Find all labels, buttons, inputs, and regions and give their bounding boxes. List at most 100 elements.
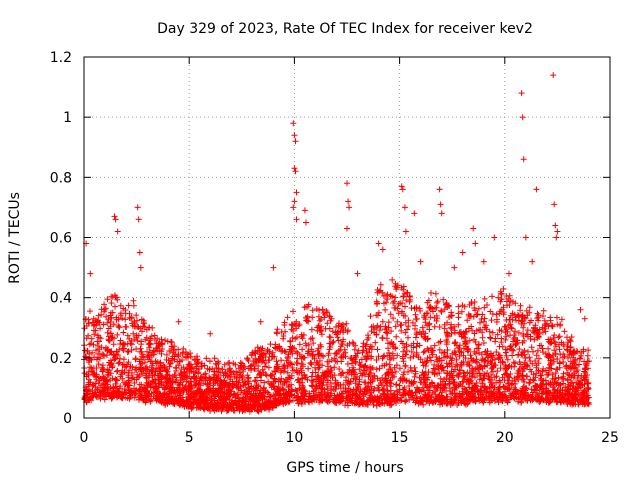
data-point bbox=[543, 381, 550, 388]
data-point bbox=[459, 378, 466, 385]
data-point bbox=[345, 198, 352, 205]
data-point bbox=[405, 389, 412, 396]
data-point bbox=[520, 324, 527, 331]
data-point bbox=[573, 379, 580, 386]
data-point bbox=[392, 345, 399, 352]
data-point bbox=[344, 180, 350, 187]
data-point bbox=[362, 385, 369, 392]
data-point bbox=[158, 336, 165, 343]
data-point bbox=[164, 375, 171, 382]
data-point bbox=[116, 359, 123, 366]
data-point bbox=[335, 337, 342, 344]
data-point bbox=[417, 307, 424, 314]
data-point bbox=[242, 398, 249, 405]
data-point bbox=[93, 347, 99, 354]
data-point bbox=[399, 300, 406, 307]
data-point bbox=[288, 372, 295, 379]
data-point bbox=[379, 335, 386, 342]
data-point bbox=[117, 393, 124, 400]
data-point bbox=[524, 397, 531, 404]
data-point bbox=[438, 395, 445, 402]
data-point bbox=[424, 336, 431, 343]
data-point bbox=[318, 375, 325, 382]
data-point bbox=[261, 363, 268, 370]
data-point bbox=[343, 320, 350, 327]
data-point bbox=[294, 377, 301, 384]
data-point bbox=[175, 396, 182, 403]
data-point bbox=[336, 399, 343, 406]
data-point bbox=[398, 321, 405, 328]
data-point bbox=[535, 314, 542, 321]
data-point bbox=[305, 365, 312, 372]
data-point bbox=[552, 351, 559, 358]
data-point bbox=[166, 385, 172, 392]
data-point bbox=[390, 315, 397, 322]
data-point bbox=[529, 258, 536, 265]
data-point bbox=[314, 394, 321, 401]
data-point bbox=[233, 368, 240, 375]
data-point bbox=[491, 392, 498, 399]
data-point bbox=[387, 292, 394, 299]
data-point bbox=[401, 344, 408, 351]
data-point bbox=[489, 368, 496, 375]
data-point bbox=[398, 327, 405, 334]
data-point bbox=[505, 386, 512, 392]
data-point bbox=[560, 375, 567, 382]
data-point bbox=[113, 368, 120, 375]
data-point bbox=[400, 283, 407, 290]
data-point bbox=[349, 339, 356, 346]
data-point bbox=[336, 320, 342, 327]
data-point bbox=[219, 366, 226, 373]
data-point bbox=[410, 353, 417, 360]
data-point bbox=[315, 366, 322, 372]
data-point bbox=[106, 337, 113, 344]
data-point bbox=[119, 315, 126, 322]
data-point bbox=[460, 329, 467, 336]
data-point bbox=[94, 394, 101, 401]
data-point bbox=[402, 228, 409, 235]
data-point bbox=[468, 300, 475, 307]
data-point bbox=[499, 374, 506, 381]
data-point bbox=[289, 350, 296, 357]
data-point bbox=[114, 296, 121, 303]
data-point bbox=[398, 397, 405, 404]
data-point bbox=[176, 382, 183, 388]
data-point bbox=[428, 290, 434, 296]
data-point bbox=[93, 356, 100, 363]
data-point bbox=[417, 356, 424, 363]
data-point bbox=[472, 240, 479, 247]
data-point bbox=[193, 357, 200, 363]
data-point bbox=[468, 355, 475, 362]
data-point bbox=[282, 349, 289, 356]
data-point bbox=[136, 249, 143, 256]
data-point bbox=[582, 393, 589, 399]
data-point bbox=[81, 347, 88, 354]
data-point bbox=[555, 382, 562, 389]
data-point bbox=[287, 360, 294, 367]
data-point bbox=[344, 225, 350, 232]
data-point bbox=[344, 379, 351, 386]
data-point bbox=[376, 387, 383, 394]
data-point bbox=[261, 396, 268, 403]
data-point bbox=[463, 389, 470, 396]
data-point bbox=[121, 364, 128, 371]
data-point bbox=[114, 377, 121, 384]
data-point bbox=[134, 317, 140, 324]
data-point bbox=[386, 361, 393, 368]
data-point bbox=[464, 346, 471, 353]
data-point bbox=[365, 334, 372, 341]
data-point bbox=[365, 373, 372, 380]
data-point bbox=[554, 387, 561, 394]
data-point bbox=[421, 348, 428, 355]
data-point bbox=[342, 385, 349, 391]
data-point bbox=[138, 338, 145, 345]
data-point bbox=[108, 360, 115, 367]
y-tick-label: 1.2 bbox=[50, 50, 72, 66]
data-point bbox=[120, 340, 126, 347]
data-point bbox=[86, 341, 93, 348]
data-point bbox=[333, 383, 340, 390]
data-point bbox=[504, 356, 511, 363]
data-point bbox=[275, 390, 282, 397]
data-point bbox=[386, 395, 393, 402]
data-point bbox=[309, 383, 316, 390]
